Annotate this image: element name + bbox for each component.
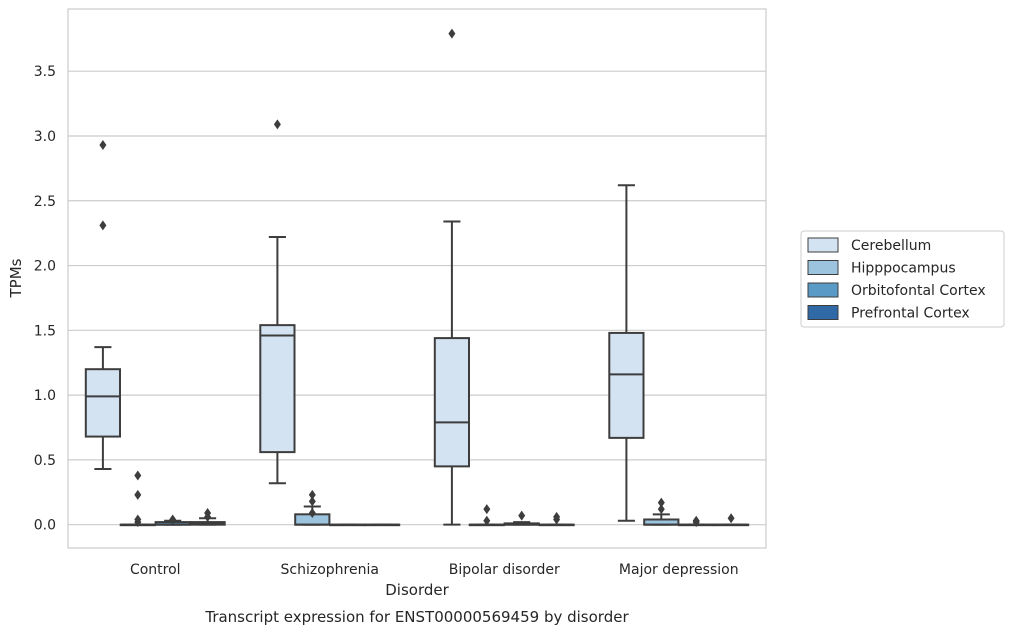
outlier-point [657, 497, 665, 508]
box [189, 508, 226, 526]
outlier-point [308, 496, 316, 507]
box [119, 470, 156, 528]
y-axis-title: TPMs [7, 258, 25, 298]
outlier-point [448, 28, 456, 39]
gridlines [68, 70, 766, 526]
boxes [84, 28, 750, 528]
outlier-point [204, 508, 212, 519]
legend-label: Cerebellum [851, 238, 931, 254]
y-tick-label: 0.0 [34, 518, 56, 534]
outlier-point [483, 504, 491, 515]
outlier-point [308, 508, 316, 519]
x-tick-label: Bipolar disorder [449, 562, 560, 578]
y-tick-label: 2.5 [34, 194, 56, 210]
legend-swatch [807, 305, 839, 320]
y-tick-label: 1.0 [34, 388, 56, 404]
legend-label: Orbitofontal Cortex [851, 283, 986, 299]
outlier-point [518, 510, 526, 521]
box-iqr [433, 337, 471, 468]
x-tick-label: Control [130, 562, 181, 578]
legend-label: Prefrontal Cortex [851, 306, 970, 322]
y-tick-label: 3.5 [34, 64, 56, 80]
y-tick-label: 0.5 [34, 453, 56, 469]
box [294, 489, 331, 526]
box [363, 523, 401, 527]
outlier-point [692, 515, 700, 526]
legend-swatch [807, 282, 839, 298]
box [84, 140, 122, 470]
outlier-point [657, 504, 665, 515]
box [259, 119, 296, 485]
x-tick-label: Schizophrenia [281, 562, 379, 578]
outlier-point [553, 511, 561, 522]
y-tick-label: 2.0 [34, 259, 56, 275]
box [503, 510, 540, 526]
outlier-point [99, 140, 107, 151]
outlier-point [134, 514, 142, 525]
y-tick-label: 3.0 [34, 129, 56, 145]
legend-label: Hipppocampus [851, 261, 956, 277]
box-iqr [259, 324, 296, 454]
box [608, 184, 645, 522]
box [538, 511, 575, 527]
box-iqr [608, 331, 645, 439]
outlier-point [99, 220, 107, 231]
y-tick-label: 1.5 [34, 323, 56, 339]
outlier-point [273, 119, 281, 130]
legend-swatch [807, 237, 839, 253]
box-iqr [84, 368, 122, 438]
box [433, 28, 471, 526]
legend-swatch [807, 260, 839, 275]
legend-frame [800, 230, 1005, 328]
outlier-point [169, 514, 177, 525]
box [154, 514, 191, 526]
box [329, 523, 366, 527]
x-axis-title: Disorder [385, 581, 449, 599]
x-tick-labels: Control Schizophrenia Bipolar disorder Majo… [130, 562, 739, 578]
box [643, 497, 680, 526]
outlier-point [134, 470, 142, 481]
legend: Cerebellum Hipppocampus Orbitofontal Corte… [800, 230, 1005, 328]
box [678, 515, 715, 528]
x-tick-label: Major depression [619, 562, 739, 578]
figure-caption: Transcript expression for ENST0000056945… [204, 608, 629, 626]
y-tick-labels: 0.0 0.5 1.0 1.5 2.0 2.5 3.0 3.5 [34, 64, 56, 533]
outlier-point [483, 515, 491, 526]
plot-area [67, 8, 767, 549]
outlier-point [727, 513, 735, 524]
box [712, 513, 750, 527]
outlier-point [134, 489, 142, 500]
outlier-point [308, 489, 316, 500]
box [468, 504, 505, 527]
